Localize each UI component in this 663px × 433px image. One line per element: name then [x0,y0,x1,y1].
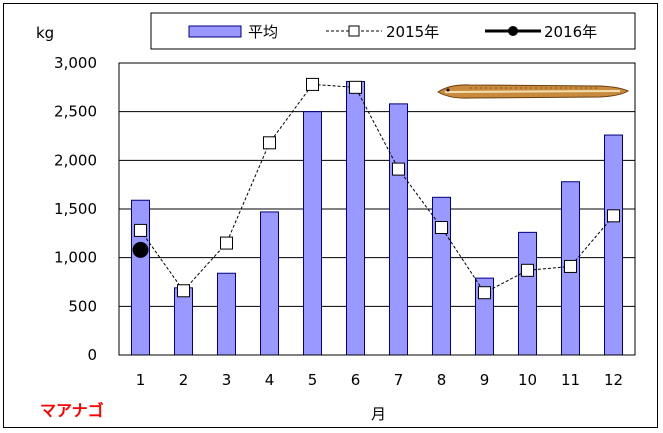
y-axis-tick-labels: 0 500 1,000 1,500 2,000 2,500 3,000 [54,54,97,364]
marker-2015 [392,162,405,176]
legend-label-average: 平均 [248,23,278,41]
x-tick-label: 5 [308,371,318,389]
x-tick-label: 11 [561,371,580,389]
marker-2015 [263,136,276,150]
x-tick-label: 6 [351,371,361,389]
plot-area-border [118,62,636,356]
marker-2015 [521,263,534,277]
marker-2015 [134,223,147,237]
x-tick-label: 9 [480,371,490,389]
x-tick-label: 7 [394,371,404,389]
bar [131,199,150,356]
y-tick-label: 1,000 [54,249,97,267]
bar [174,287,193,356]
y-tick-label: 2,000 [54,151,97,169]
bar [303,111,322,356]
legend: 平均 2015年 2016年 [150,12,636,50]
bar [518,231,537,356]
bar [260,211,279,356]
marker-2015 [435,220,448,234]
x-axis-label: 月 [371,405,386,423]
x-tick-label: 12 [604,371,623,389]
bar-series-average [131,80,623,356]
y-tick-label: 3,000 [54,54,97,72]
legend-label-2016: 2016年 [544,23,597,41]
marker-2015 [607,209,620,223]
y-tick-label: 2,500 [54,103,97,121]
gridlines [119,111,635,307]
marker-2015 [306,77,319,91]
x-tick-label: 1 [136,371,146,389]
marker-2015 [564,259,577,273]
y-axis-label: kg [36,24,54,42]
chart-frame [3,3,658,428]
line-series-2015 [134,77,620,300]
x-tick-label: 10 [518,371,537,389]
marker-2016 [132,241,149,258]
marker-2015 [220,236,233,250]
y-tick-label: 0 [87,346,97,364]
x-tick-label: 2 [179,371,189,389]
legend-label-2015: 2015年 [386,23,439,41]
bar [432,196,451,356]
eel-illustration [437,84,630,99]
species-caption: マアナゴ [40,401,104,420]
legend-marker-2015 [348,25,360,37]
x-tick-label: 3 [222,371,232,389]
bar [604,134,623,356]
marker-2015 [478,286,491,300]
line-2015-path [140,83,614,294]
bar [346,80,365,356]
x-tick-label: 4 [265,371,275,389]
bar [217,272,236,356]
bar [389,103,408,356]
x-tick-label: 8 [437,371,447,389]
line-series-2016 [132,241,149,258]
marker-2015 [177,284,190,298]
legend-swatch-average [188,25,242,38]
marker-2015 [349,80,362,94]
x-axis-tick-labels: 1 2 3 4 5 6 7 8 9 10 11 12 [136,371,623,389]
legend-marker-2016 [508,26,518,36]
y-tick-label: 500 [68,297,97,315]
y-tick-label: 1,500 [54,200,97,218]
